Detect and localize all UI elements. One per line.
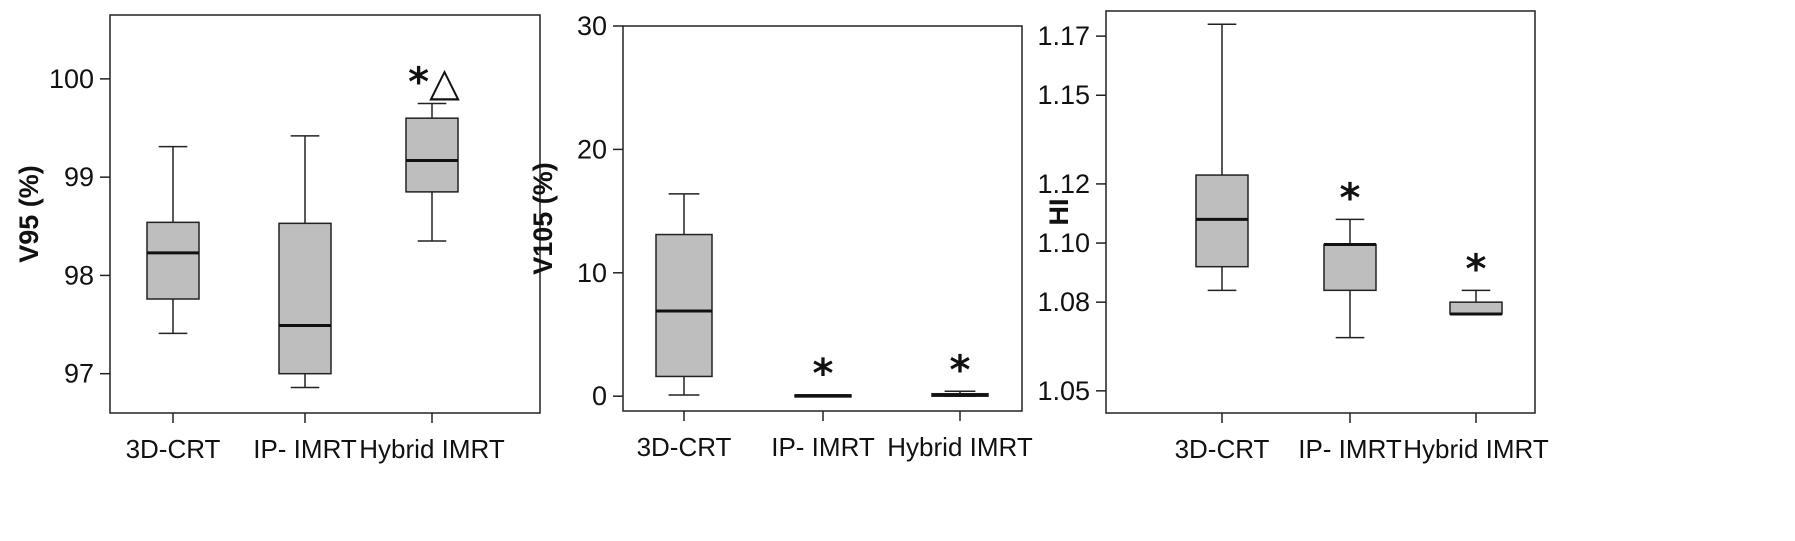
- x-category-label: Hybrid IMRT: [887, 432, 1033, 462]
- significance-annotation: *: [1340, 175, 1361, 221]
- y-axis-title: V95 (%): [14, 165, 44, 263]
- x-category-label: IP- IMRT: [771, 432, 875, 462]
- y-axis-title: HI: [1044, 199, 1074, 226]
- y-tick-label: 1.08: [1037, 287, 1090, 317]
- y-tick-label: 1.05: [1037, 376, 1090, 406]
- y-axis-title: V105 (%): [528, 162, 558, 275]
- iqr-box: [655, 233, 713, 378]
- x-category-label: IP- IMRT: [253, 434, 357, 464]
- plot-frame: [109, 14, 541, 414]
- y-tick-label: 99: [64, 162, 94, 192]
- y-tick-label: 1.15: [1037, 80, 1090, 110]
- y-tick-label: 10: [577, 258, 607, 288]
- plot-frame: [1105, 10, 1536, 414]
- significance-annotation: *: [950, 347, 971, 393]
- significance-annotation: *△: [408, 59, 460, 105]
- iqr-box: [1323, 243, 1377, 292]
- x-category-label: 3D-CRT: [1175, 434, 1270, 464]
- iqr-box: [278, 222, 332, 375]
- y-tick-label: 97: [64, 359, 94, 389]
- significance-annotation: *: [813, 351, 834, 397]
- y-tick-label: 100: [49, 64, 94, 94]
- y-tick-label: 1.12: [1037, 169, 1090, 199]
- x-category-label: 3D-CRT: [637, 432, 732, 462]
- y-tick-label: 30: [577, 11, 607, 41]
- x-category-label: 3D-CRT: [126, 434, 221, 464]
- y-tick-label: 98: [64, 260, 94, 290]
- y-tick-label: 1.10: [1037, 228, 1090, 258]
- x-category-label: Hybrid IMRT: [359, 434, 505, 464]
- y-tick-label: 1.17: [1037, 21, 1090, 51]
- x-category-label: IP- IMRT: [1298, 434, 1402, 464]
- iqr-box: [146, 221, 200, 300]
- significance-annotation: *: [1466, 246, 1487, 292]
- y-tick-label: 20: [577, 134, 607, 164]
- y-tick-label: 0: [592, 381, 607, 411]
- x-category-label: Hybrid IMRT: [1403, 434, 1549, 464]
- iqr-box: [405, 117, 459, 193]
- iqr-box: [1449, 301, 1503, 315]
